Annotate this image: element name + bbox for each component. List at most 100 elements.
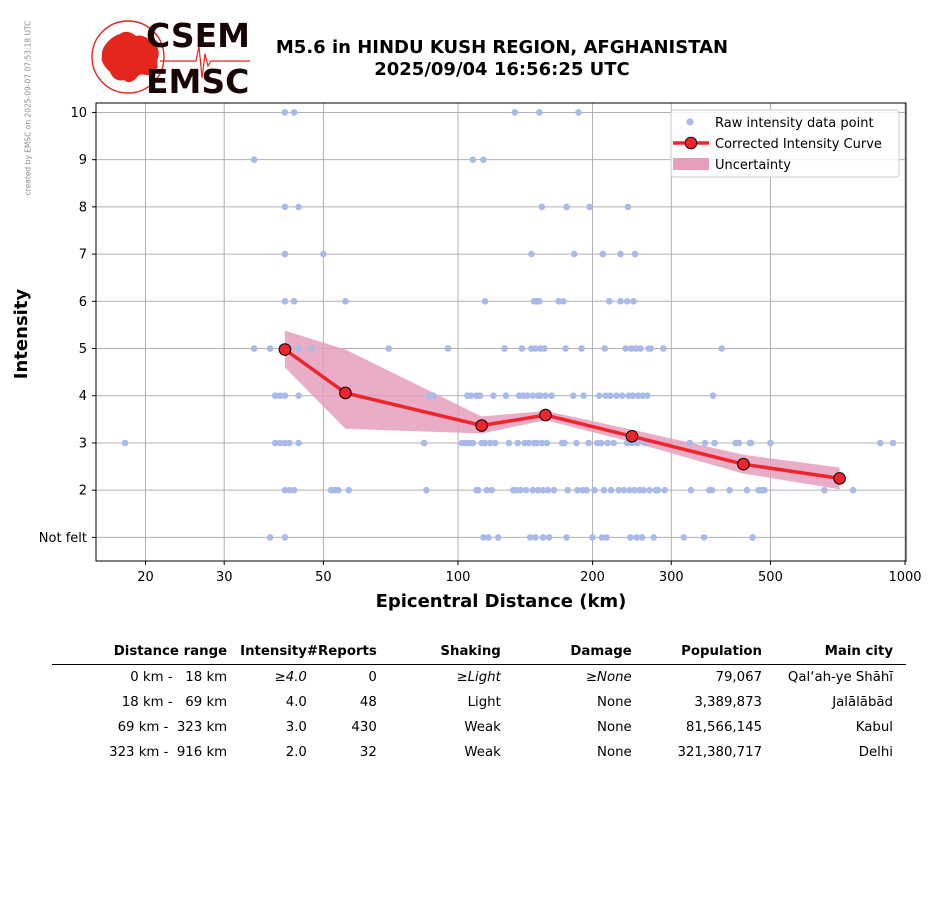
raw-point (281, 250, 289, 258)
raw-point (711, 439, 718, 447)
cell-population: 81,566,145 (685, 720, 763, 735)
raw-point (747, 439, 755, 447)
raw-point (604, 439, 611, 447)
raw-point (483, 486, 491, 494)
raw-point (575, 109, 582, 116)
raw-point (281, 392, 289, 400)
raw-point (591, 486, 598, 494)
raw-point (534, 486, 542, 494)
raw-point (281, 486, 289, 494)
table-row: 69 km - 323 km 3.0 430 Weak None 81,566,… (52, 715, 906, 740)
raw-point (420, 439, 428, 447)
raw-point (876, 439, 884, 447)
csem-emsc-logo: CSEM EMSC (91, 16, 250, 100)
raw-point (286, 439, 293, 447)
raw-point (585, 439, 592, 447)
corrected-curve (278, 343, 846, 485)
raw-point (613, 392, 620, 400)
raw-point (849, 486, 857, 494)
header-intensity: Intensity (227, 642, 307, 665)
raw-point (661, 486, 668, 494)
y-tick-label: 2 (79, 484, 87, 499)
raw-point (539, 486, 547, 494)
raw-point (606, 298, 613, 305)
cell-distance-range: 69 km - 323 km (117, 720, 228, 735)
legend-raw-label: Raw intensity data point (715, 116, 874, 131)
x-tick-label: 1000 (888, 570, 921, 585)
raw-point (290, 109, 298, 116)
raw-point (607, 486, 615, 494)
raw-point (618, 392, 626, 400)
x-tick-label: 100 (446, 570, 471, 585)
y-tick-label: 6 (79, 295, 87, 310)
raw-point (490, 392, 497, 400)
legend-box (670, 109, 900, 178)
cell-distance-range: 0 km - 18 km (130, 670, 228, 685)
x-tick-label: 300 (659, 570, 684, 585)
raw-point (548, 392, 555, 400)
y-axis-ticks: Not felt 2 3 4 5 6 7 8 9 10 (39, 106, 96, 546)
raw-point (889, 439, 897, 447)
raw-point (749, 534, 756, 541)
raw-point (502, 392, 510, 400)
raw-point (599, 250, 607, 258)
y-tick-label: 3 (79, 436, 87, 451)
raw-point (295, 203, 302, 211)
raw-point (718, 345, 725, 352)
raw-point (821, 486, 828, 494)
raw-point (610, 439, 617, 447)
intensity-chart: 20 30 50 100 200 300 500 1000 Not felt 2 3 4 5 6 7 8 9 1… (11, 102, 922, 612)
raw-point (631, 250, 639, 258)
raw-point (320, 250, 327, 258)
x-tick-label: 500 (758, 570, 783, 585)
raw-point (580, 392, 587, 400)
x-tick-label: 50 (315, 570, 332, 585)
x-axis-ticks: 20 30 50 100 200 300 500 1000 (137, 561, 922, 585)
cell-intensity: ≥4.0 (274, 670, 307, 685)
raw-point (598, 534, 606, 541)
curve-point (475, 419, 489, 432)
raw-point (266, 534, 274, 541)
raw-point (542, 392, 549, 400)
raw-point (726, 486, 733, 494)
cell-main-city: Kabul (855, 720, 893, 735)
raw-point (606, 392, 614, 400)
x-tick-label: 30 (216, 570, 233, 585)
raw-point (660, 345, 667, 352)
raw-point (429, 392, 437, 400)
legend-raw-marker (686, 118, 694, 126)
cell-main-city: Jalālābād (832, 695, 893, 710)
raw-point (743, 486, 751, 494)
raw-point (687, 486, 695, 494)
cell-damage: None (597, 695, 632, 710)
cell-damage: ≥None (585, 670, 632, 685)
cell-main-city: Qal‘ah-ye Shāhī (787, 670, 893, 685)
raw-point (480, 534, 487, 541)
raw-point (539, 534, 547, 541)
title-line-time: 2025/09/04 16:56:25 UTC (374, 59, 630, 80)
raw-point (250, 345, 258, 352)
logo-globe-map (101, 31, 159, 83)
logo-seismogram (160, 45, 250, 79)
cell-population: 3,389,873 (694, 695, 763, 710)
legend: Raw intensity data point Corrected Inten… (670, 109, 900, 178)
raw-point (640, 486, 647, 494)
raw-point (601, 345, 609, 352)
raw-point (524, 392, 531, 400)
raw-point (345, 486, 353, 494)
raw-point (423, 486, 430, 494)
raw-point (570, 250, 578, 258)
table-row: 0 km - 18 km ≥4.0 0 ≥Light ≥None 79,067 … (52, 665, 906, 691)
raw-point (560, 298, 567, 305)
raw-point (627, 534, 634, 541)
raw-point (485, 534, 492, 541)
raw-point (538, 203, 546, 211)
chart-grid (96, 103, 906, 561)
raw-point (623, 298, 631, 305)
raw-point (286, 486, 293, 494)
raw-point (701, 439, 709, 447)
cell-reports: 32 (359, 745, 377, 760)
cell-distance-range: 18 km - 69 km (121, 695, 228, 710)
raw-point (626, 486, 633, 494)
raw-point (518, 345, 526, 352)
